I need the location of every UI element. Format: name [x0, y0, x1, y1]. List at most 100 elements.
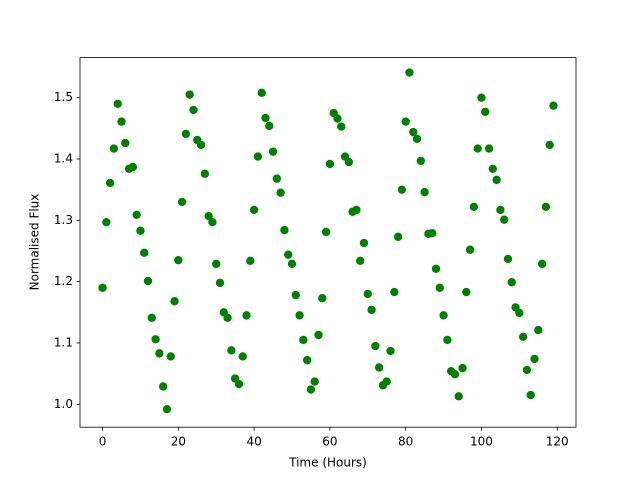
- point: [102, 217, 111, 227]
- point: [443, 335, 452, 345]
- point: [223, 313, 232, 323]
- point: [522, 365, 532, 375]
- point: [302, 355, 312, 365]
- point: [374, 363, 384, 372]
- point: [484, 144, 494, 153]
- point: [515, 308, 524, 318]
- point: [469, 202, 479, 212]
- point: [306, 385, 316, 394]
- point: [136, 226, 145, 235]
- point: [321, 227, 331, 237]
- point: [473, 144, 482, 153]
- x-tick-label: 120: [546, 435, 569, 449]
- point: [113, 99, 122, 109]
- y-tick-label: 1.1: [54, 335, 73, 349]
- point: [177, 197, 187, 207]
- point: [253, 152, 263, 161]
- point: [299, 335, 308, 345]
- point: [310, 377, 319, 386]
- point: [405, 68, 414, 77]
- point: [117, 117, 126, 126]
- point: [450, 370, 460, 379]
- x-tick-label: 80: [398, 435, 413, 449]
- point: [215, 278, 225, 288]
- point: [416, 156, 426, 166]
- point: [352, 205, 361, 215]
- point: [397, 185, 407, 194]
- point: [412, 134, 422, 143]
- point: [174, 255, 183, 265]
- point: [147, 313, 157, 323]
- point: [382, 377, 391, 386]
- point: [181, 129, 191, 139]
- point: [367, 305, 376, 315]
- point: [246, 256, 255, 265]
- point: [537, 259, 547, 269]
- point: [287, 259, 297, 269]
- point: [109, 144, 119, 153]
- point: [393, 232, 403, 242]
- point: [295, 311, 304, 320]
- point: [158, 382, 168, 391]
- point: [481, 107, 490, 117]
- point: [337, 122, 346, 131]
- point: [439, 311, 448, 320]
- point: [280, 225, 289, 235]
- point: [249, 205, 259, 215]
- x-tick-label: 40: [246, 435, 261, 449]
- point: [454, 392, 463, 401]
- point: [242, 311, 251, 320]
- point: [143, 276, 153, 286]
- point: [401, 117, 410, 126]
- point: [196, 140, 206, 150]
- plot-frame: [79, 57, 577, 428]
- point: [541, 202, 551, 212]
- point: [488, 164, 498, 174]
- point: [185, 90, 194, 99]
- point: [371, 341, 380, 351]
- y-tick-label: 1.2: [54, 274, 73, 288]
- point: [518, 332, 528, 342]
- point: [356, 256, 365, 265]
- point: [534, 325, 543, 335]
- point: [268, 147, 278, 156]
- point: [234, 379, 244, 389]
- point: [128, 162, 138, 172]
- point: [549, 101, 558, 110]
- point: [465, 245, 475, 254]
- point: [390, 287, 399, 297]
- point: [545, 140, 554, 150]
- point: [435, 283, 444, 292]
- x-tick-label: 20: [171, 435, 186, 449]
- point: [530, 354, 539, 364]
- point: [265, 121, 274, 131]
- point: [238, 352, 247, 361]
- x-tick-label: 60: [322, 435, 337, 449]
- point: [212, 259, 221, 269]
- point: [200, 169, 210, 178]
- point: [507, 278, 516, 287]
- y-tick-label: 1.5: [54, 90, 73, 104]
- x-tick-label: 0: [99, 435, 107, 449]
- point: [132, 210, 141, 220]
- point: [291, 290, 300, 300]
- point: [496, 205, 505, 215]
- point: [98, 283, 107, 292]
- point: [420, 187, 429, 197]
- point: [272, 174, 282, 183]
- point: [503, 254, 513, 264]
- point: [189, 105, 198, 115]
- point: [162, 404, 172, 414]
- point: [363, 289, 372, 299]
- point: [325, 159, 335, 169]
- point: [257, 88, 266, 97]
- y-tick-label: 1.3: [54, 213, 73, 227]
- point: [261, 113, 270, 123]
- point: [284, 250, 293, 259]
- point: [477, 93, 486, 102]
- point: [333, 114, 342, 123]
- point: [155, 349, 164, 358]
